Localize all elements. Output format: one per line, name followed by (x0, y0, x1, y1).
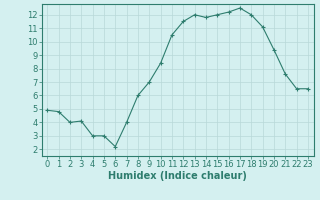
X-axis label: Humidex (Indice chaleur): Humidex (Indice chaleur) (108, 171, 247, 181)
